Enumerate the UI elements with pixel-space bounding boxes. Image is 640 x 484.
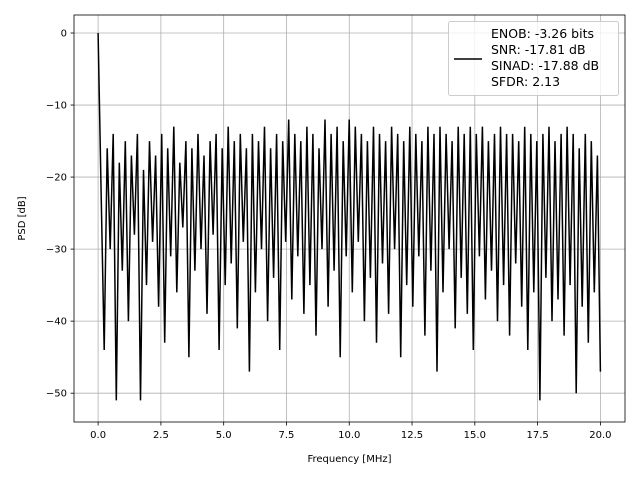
x-tick-label: 20.0 [589, 430, 611, 441]
legend-entry-line: ENOB: -3.26 bits [491, 26, 594, 41]
legend-box [448, 21, 619, 96]
x-tick-label: 7.5 [279, 430, 295, 441]
x-tick-label: 17.5 [526, 430, 548, 441]
y-tick-label: 0 [61, 29, 67, 40]
x-tick-label: 10.0 [338, 430, 360, 441]
x-tick-label: 5.0 [216, 430, 232, 441]
y-tick-label: −50 [46, 389, 67, 400]
x-axis-label: Frequency [MHz] [307, 454, 391, 465]
y-tick-label: −40 [46, 317, 67, 328]
x-tick-label: 12.5 [401, 430, 423, 441]
y-axis-label: PSD [dB] [17, 196, 28, 240]
legend-entry-line: SFDR: 2.13 [491, 74, 560, 89]
y-tick-label: −20 [46, 173, 67, 184]
psd-line [97, 32, 602, 401]
x-tick-label: 2.5 [153, 430, 169, 441]
series-psd [97, 32, 602, 401]
y-tick-label: −30 [46, 245, 67, 256]
x-tick-label: 0.0 [90, 430, 106, 441]
y-tick-label: −10 [46, 101, 67, 112]
legend-entry-line: SNR: -17.81 dB [491, 42, 586, 57]
legend-entry-line: SINAD: -17.88 dB [491, 58, 599, 73]
ticks: 0.0 2.5 5.0 7.5 10.0 12.5 15.0 17.5 20.0 0 −10 −20 −… [46, 29, 612, 441]
x-tick-label: 15.0 [464, 430, 486, 441]
